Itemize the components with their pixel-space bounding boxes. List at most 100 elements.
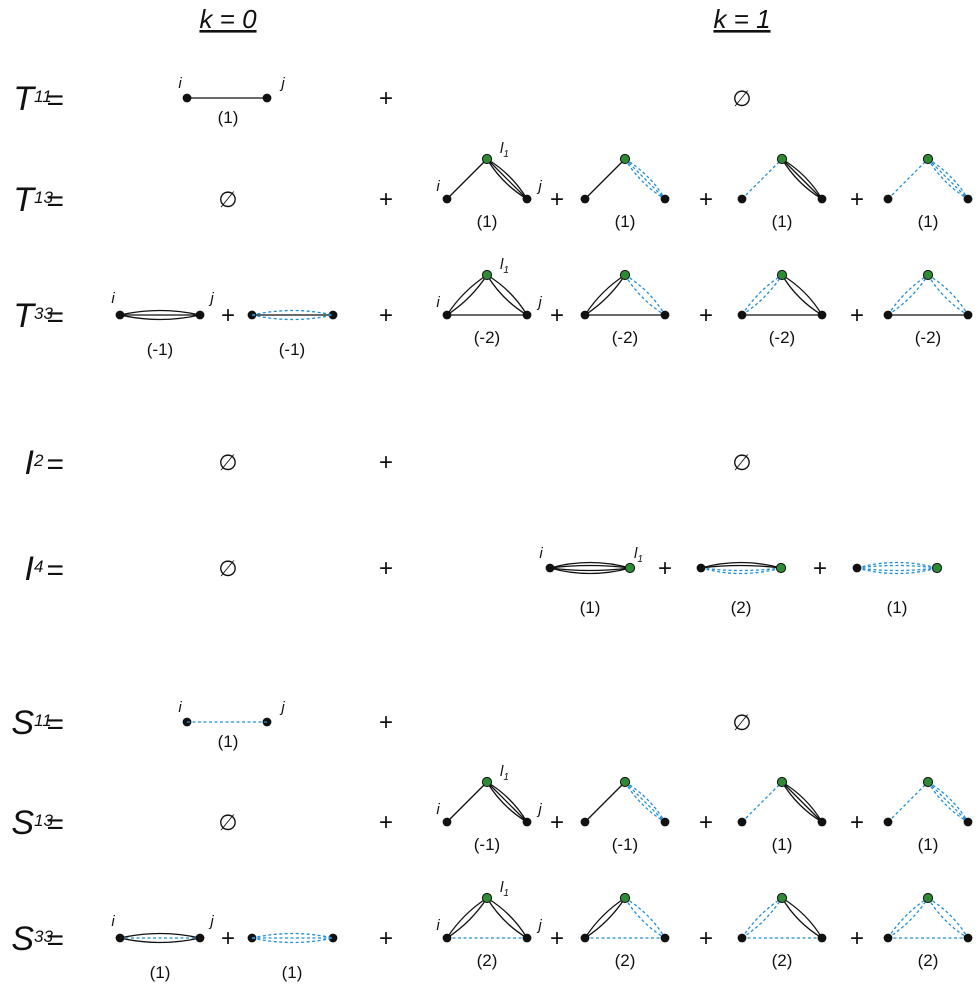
vertex-green	[619, 153, 631, 165]
vertex	[660, 817, 670, 827]
empty-set: ∅	[218, 556, 237, 581]
plus-sign: +	[699, 186, 713, 213]
row-symbol: T	[13, 297, 36, 335]
equals-sign: =	[46, 708, 64, 741]
solid-edge	[584, 158, 626, 200]
vertex-green	[481, 892, 493, 904]
vertex	[660, 933, 670, 943]
dashed-edge	[251, 937, 334, 944]
dashed-edge	[927, 274, 969, 316]
coefficient-label: (2)	[477, 951, 498, 970]
vertex	[817, 194, 827, 204]
coefficient-label: (-2)	[612, 328, 638, 347]
vertex-green	[931, 562, 943, 574]
plus-sign: +	[699, 302, 713, 329]
row-superscript: 11	[34, 711, 52, 730]
equals-sign: =	[46, 554, 64, 587]
row-superscript: 2	[33, 451, 44, 470]
vertex	[737, 310, 747, 320]
vertex	[442, 817, 452, 827]
solid-edge	[700, 564, 782, 569]
solid-edge	[549, 561, 631, 569]
solid-edge	[446, 158, 488, 200]
vertex-label: i	[178, 75, 182, 92]
coefficient-label: (2)	[731, 598, 752, 617]
vertex-green	[776, 892, 788, 904]
vertex	[522, 194, 532, 204]
plus-sign: +	[379, 85, 393, 112]
vertex	[817, 817, 827, 827]
equals-sign: =	[46, 84, 64, 117]
row-superscript: 33	[34, 927, 53, 946]
row-symbol: T	[13, 80, 36, 118]
vertex-label: j	[279, 699, 285, 716]
coefficient-label: (-1)	[147, 340, 173, 359]
vertex-label: l1	[500, 763, 509, 783]
solid-edge	[486, 897, 528, 939]
row-symbol: I	[25, 550, 35, 588]
empty-set: ∅	[732, 450, 751, 475]
solid-edge	[781, 897, 823, 939]
row-symbol: I	[25, 444, 35, 482]
vertex	[883, 817, 893, 827]
vertex	[442, 933, 452, 943]
solid-edge	[446, 897, 488, 939]
coefficient-label: (-1)	[612, 835, 638, 854]
dashed-edge	[741, 781, 783, 823]
row-symbol: T	[13, 181, 36, 219]
coefficient-label: (-2)	[474, 328, 500, 347]
row-symbol: S	[11, 804, 34, 842]
solid-edge	[584, 897, 626, 939]
solid-edge	[700, 561, 782, 569]
coefficient-label: (1)	[477, 212, 498, 231]
dashed-edge	[887, 781, 929, 823]
row-t13: =13T + ∅ (1) (1) (1) (1) i j l1 + + +	[13, 140, 973, 231]
coefficient-label: (2)	[615, 951, 636, 970]
dashed-edge	[927, 781, 969, 823]
empty-set: ∅	[732, 710, 751, 735]
vertex	[522, 310, 532, 320]
dashed-edge	[700, 567, 782, 572]
vertex-label: j	[536, 178, 542, 195]
vertex-green	[619, 892, 631, 904]
plus-sign: +	[699, 809, 713, 836]
empty-set: ∅	[218, 450, 237, 475]
coefficient-label: (1)	[887, 598, 908, 617]
dashed-edge	[741, 274, 783, 316]
dashed-edge	[251, 309, 334, 316]
vertex	[442, 310, 452, 320]
solid-edge	[584, 274, 626, 316]
vertex-label: i	[436, 801, 440, 818]
empty-set: ∅	[218, 810, 237, 835]
dashed-edge	[624, 897, 666, 939]
dashed-edge	[624, 781, 666, 823]
dashed-edge	[624, 158, 666, 200]
header-k0: k = 0	[199, 4, 257, 34]
plus-sign: +	[379, 555, 393, 582]
dashed-edge	[624, 274, 666, 316]
vertex-label: j	[208, 913, 214, 930]
solid-edge	[486, 274, 528, 316]
vertex-label: i	[436, 178, 440, 195]
dashed-edge	[741, 897, 783, 939]
vertex-green	[619, 776, 631, 788]
plus-sign: +	[550, 809, 564, 836]
coefficient-label: (1)	[772, 212, 793, 231]
vertex	[817, 933, 827, 943]
solid-edge	[486, 897, 528, 939]
dashed-edge	[887, 897, 929, 939]
dashed-edge	[700, 567, 782, 575]
solid-edge	[119, 309, 201, 316]
plus-sign: +	[813, 555, 827, 582]
coefficient-label: (2)	[772, 951, 793, 970]
solid-edge	[549, 564, 631, 569]
solid-edge	[446, 781, 488, 823]
solid-edge	[446, 897, 488, 939]
vertex-label: i	[178, 699, 182, 716]
dashed-edge	[887, 158, 929, 200]
vertex	[883, 194, 893, 204]
plus-sign: +	[221, 302, 235, 329]
solid-edge	[486, 781, 528, 823]
vertex-label: i	[436, 294, 440, 311]
vertex	[580, 817, 590, 827]
